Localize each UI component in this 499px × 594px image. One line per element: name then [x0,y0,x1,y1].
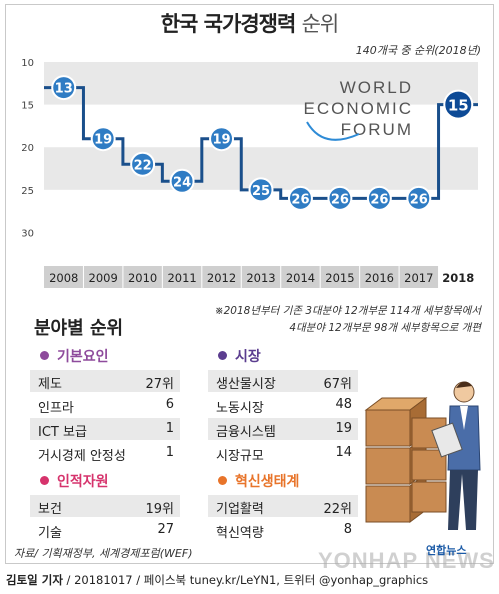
series-line [44,86,478,200]
list-item: 제도 27위 [30,370,180,392]
wef-logo-line: ECONOMIC [303,99,413,118]
x-tick-label: 2016 [365,271,394,285]
list-item: 혁신역량 8 [216,522,352,541]
note-line: ※2018년부터 기존 3대분야 12개부문 114개 세부항목에서 [214,305,481,317]
y-tick-label: 15 [21,101,34,112]
data-point [90,126,116,152]
data-label: 19 [212,133,230,148]
x-tick-label: 2008 [49,271,78,285]
list-item: 기술 27 [38,522,174,541]
category-dot-icon [218,351,227,360]
x-tick-label: 2011 [167,271,196,285]
x-tick-label: 2009 [89,271,118,285]
list-item: 노동시장 48 [216,397,352,416]
x-tick-label: 2018 [442,271,474,285]
data-label: 26 [331,192,349,207]
list-item: 금융시스템 19 [208,418,358,440]
wef-arc-icon [306,121,360,141]
x-axis-bar [44,266,478,288]
page-title: 한국 국가경쟁력 순위 [160,12,340,36]
box-stack-icon [364,397,447,523]
x-tick-label: 2010 [128,271,157,285]
data-point [130,151,156,177]
y-tick-label: 20 [21,143,34,154]
data-point [406,185,432,211]
rank-line-chart: 10 15 20 25 30 2008 2009 2010 2011 2012 2013 2014 20… [21,58,478,288]
category-title: 혁신생태계 [218,471,299,491]
data-point [287,185,313,211]
data-label: 24 [173,175,191,190]
data-point [51,75,77,101]
data-label: 26 [370,192,388,207]
data-label: 15 [448,97,469,115]
list-item: ICT 보급 1 [30,418,180,440]
grid-band [44,62,478,105]
worker-icon [431,381,481,530]
list-item: 거시경제 안정성 1 [38,445,174,464]
credit-line: 김토일 기자 / 20181017 / 페이스북 tuney.kr/LeYN1,… [6,573,429,587]
category-title: 인적자원 [40,471,109,491]
data-point [169,168,195,194]
y-tick-label: 25 [21,186,34,197]
data-label: 13 [55,82,73,97]
source-text: 자료/ 기획재정부, 세계경제포럼(WEF) [14,547,193,560]
list-item: 기업활력 22위 [208,495,358,517]
yonhap-logo: 연합뉴스 [426,544,467,557]
section-title: 분야별 순위 [34,318,124,339]
list-item: 보건 19위 [30,495,180,517]
data-point [248,177,274,203]
data-point [327,185,353,211]
y-tick-label: 30 [21,228,34,239]
list-item: 인프라 6 [38,397,174,416]
chart-subtitle: 140개국 중 순위(2018년) [355,44,481,57]
list-item: 생산물시장 67위 [208,370,358,392]
data-label: 26 [291,192,309,207]
data-label: 22 [134,158,152,173]
x-tick-label: 2014 [286,271,315,285]
category-dot-icon [218,476,227,485]
worker-with-boxes-illustration [364,381,481,530]
note-line: 4대분야 12개부문 98개 세부항목으로 개편 [289,322,481,334]
x-tick-label: 2015 [325,271,354,285]
x-tick-label: 2013 [246,271,275,285]
category-title: 기본요인 [40,346,109,366]
data-point [366,185,392,211]
data-label: 25 [252,184,270,199]
list-item: 시장규모 14 [216,445,352,464]
wef-logo-line: WORLD [339,78,413,97]
data-point [209,126,235,152]
x-tick-label: 2012 [207,271,236,285]
x-tick-label: 2017 [404,271,433,285]
y-tick-label: 10 [21,58,34,69]
category-title: 시장 [218,346,261,366]
data-point [443,89,474,120]
category-dot-icon [40,476,49,485]
watermark: YONHAP NEWS [318,548,495,573]
category-dot-icon [40,351,49,360]
data-label: 19 [94,133,112,148]
x-axis-highlight [438,266,478,288]
data-label: 26 [410,192,428,207]
